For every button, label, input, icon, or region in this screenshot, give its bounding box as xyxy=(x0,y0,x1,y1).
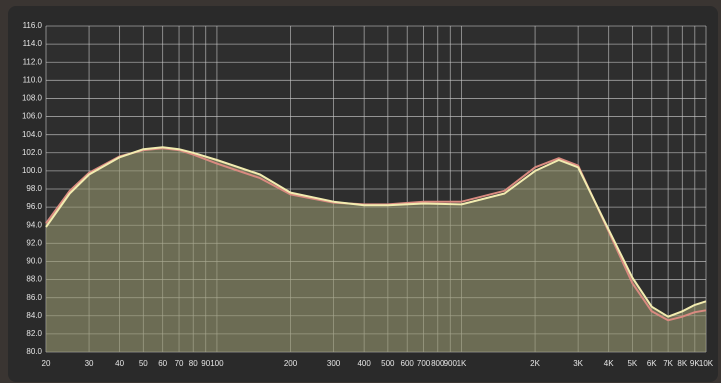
x-tick-label: 7K xyxy=(663,359,673,368)
y-tick-label: 96.0 xyxy=(26,202,42,211)
y-tick-label: 106.0 xyxy=(22,112,43,121)
x-tick-label: 900 xyxy=(444,359,458,368)
x-tick-label: 1K xyxy=(457,359,467,368)
x-tick-label: 70 xyxy=(175,359,184,368)
y-tick-label: 110.0 xyxy=(23,75,43,84)
line xyxy=(45,146,707,318)
x-tick-label: 50 xyxy=(139,359,148,368)
area xyxy=(46,147,706,352)
x-tick-label: 40 xyxy=(115,359,124,368)
y-tick-label: 114.0 xyxy=(23,39,43,48)
x-tick-label: 6K xyxy=(647,359,657,368)
x-tick-label: 60 xyxy=(158,359,167,368)
x-tick-label: 4K xyxy=(604,359,614,368)
x-tick-label: 400 xyxy=(357,359,371,368)
x-tick-label: 90 xyxy=(201,359,210,368)
x-tick-label: 10K xyxy=(699,359,714,368)
y-tick-label: 102.0 xyxy=(22,148,43,157)
x-tick-label: 5K xyxy=(627,359,637,368)
x-tick-label: 700 xyxy=(417,359,431,368)
y-tick-label: 86.0 xyxy=(26,293,42,302)
y-tick-label: 98.0 xyxy=(26,184,42,193)
x-tick-label: 80 xyxy=(189,359,198,368)
x-tick-label: 100 xyxy=(210,359,224,368)
y-tick-label: 112.0 xyxy=(23,57,43,66)
y-tick-label: 116.0 xyxy=(23,21,43,30)
x-tick-label: 9K xyxy=(690,359,700,368)
y-tick-label: 80.0 xyxy=(26,347,42,356)
y-tick-label: 108.0 xyxy=(22,94,43,103)
y-tick-label: 92.0 xyxy=(26,238,42,247)
y-tick-label: 84.0 xyxy=(26,311,42,320)
y-tick-label: 104.0 xyxy=(22,130,43,139)
x-tick-label: 2K xyxy=(530,359,540,368)
x-tick-label: 500 xyxy=(381,359,395,368)
y-tick-label: 90.0 xyxy=(26,257,42,266)
x-tick-label: 30 xyxy=(85,359,94,368)
x-tick-label: 800 xyxy=(431,359,445,368)
x-tick-label: 300 xyxy=(327,359,341,368)
x-tick-label: 200 xyxy=(284,359,298,368)
y-tick-label: 82.0 xyxy=(26,329,42,338)
x-tick-label: 600 xyxy=(401,359,415,368)
x-tick-label: 20 xyxy=(42,359,51,368)
y-tick-label: 88.0 xyxy=(26,275,42,284)
y-tick-label: 100.0 xyxy=(22,166,43,175)
y-tick-label: 94.0 xyxy=(26,220,42,229)
x-tick-label: 3K xyxy=(573,359,583,368)
x-tick-label: 8K xyxy=(677,359,687,368)
